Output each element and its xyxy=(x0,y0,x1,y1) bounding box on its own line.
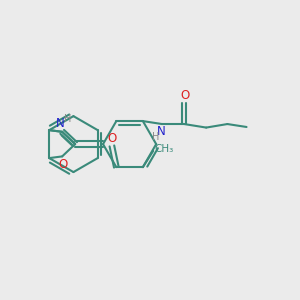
Text: H: H xyxy=(152,132,159,142)
Text: O: O xyxy=(107,132,116,145)
Text: N: N xyxy=(157,125,165,139)
Text: O: O xyxy=(180,89,189,102)
Text: N: N xyxy=(56,117,65,130)
Text: H: H xyxy=(64,114,71,124)
Text: CH₃: CH₃ xyxy=(154,144,173,154)
Text: O: O xyxy=(58,158,68,171)
